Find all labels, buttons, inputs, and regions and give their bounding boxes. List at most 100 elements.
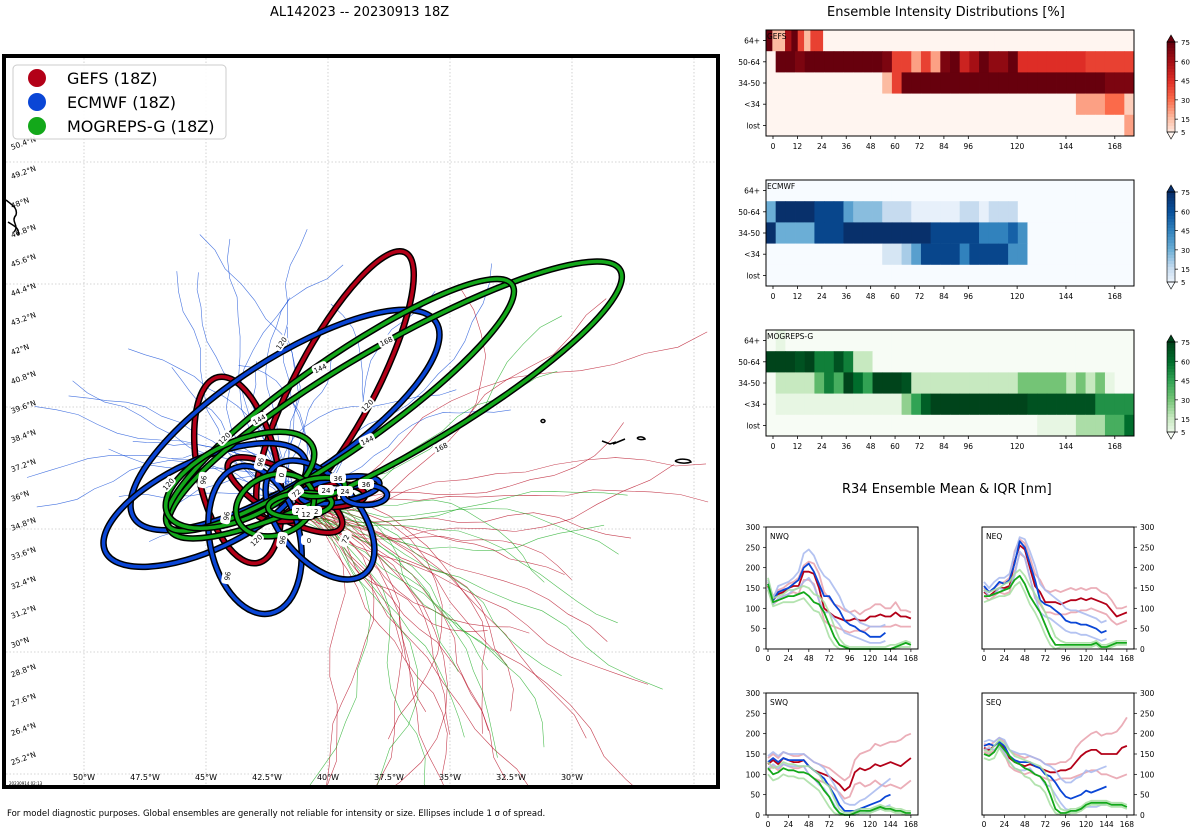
r34-quadrant-label: SEQ (986, 698, 1001, 707)
x-tick-label: 72 (915, 292, 925, 301)
forecast-hour-tag-bg (250, 411, 268, 427)
heatmap-cell (1056, 222, 1067, 244)
heatmap-cell (843, 393, 854, 416)
heatmap-cell (1104, 201, 1116, 223)
heatmap-cell (979, 243, 990, 266)
heatmap-cell (1027, 330, 1038, 352)
forecast-hour-label: 12 (302, 511, 311, 519)
colorbar-tick-label: 60 (1181, 58, 1190, 66)
heatmap-cell (824, 93, 835, 116)
colorbar-tick-label: 75 (1181, 189, 1190, 197)
heatmap-cell (1037, 93, 1048, 116)
ensemble-track (294, 502, 545, 748)
heatmap-cell (891, 180, 902, 202)
y-tick-label: 250 (1140, 543, 1155, 552)
colorbar-swatch (1167, 240, 1175, 244)
row-label: lost (746, 421, 760, 430)
ensemble-track (309, 515, 371, 785)
heatmap-cell (843, 372, 854, 394)
heatmap-cell (1027, 201, 1038, 223)
forecast-hour-tag: 96 (221, 567, 233, 585)
x-tick-label: 144 (1059, 142, 1074, 151)
row-label: 34-50 (738, 229, 760, 238)
heatmap-cell (1046, 222, 1057, 244)
heatmap-cell (1066, 330, 1077, 352)
heatmap-cell (1008, 222, 1019, 244)
heatmap-cell (853, 180, 864, 202)
heatmap-cell (853, 114, 864, 137)
heatmap-cell (998, 351, 1009, 373)
heatmap-cell (979, 180, 990, 202)
heatmap-cell (843, 414, 854, 437)
heatmap-cell (775, 243, 786, 266)
colorbar-swatch (1167, 381, 1175, 385)
heatmap-cell (959, 330, 970, 352)
heatmap-cell (833, 243, 844, 266)
heatmap-cell (1046, 201, 1057, 223)
y-tick-label: 100 (1140, 604, 1155, 613)
x-tick-label: 168 (1108, 292, 1123, 301)
heatmap-cell (1066, 51, 1077, 73)
colorbar-swatch (1167, 63, 1175, 67)
forecast-hour-label: 72 (340, 534, 351, 545)
heatmap-cell (824, 393, 835, 416)
heatmap-cell (969, 51, 980, 73)
heatmap-cell (911, 72, 922, 94)
colorbar-swatch (1167, 279, 1175, 283)
heatmap-cell (1037, 222, 1048, 244)
row-label: <34 (744, 250, 760, 259)
heatmap-cell (872, 93, 883, 116)
forecast-hour-tag-bg (432, 440, 450, 454)
legend-marker-gefs (28, 69, 46, 87)
x-tick-label: 168 (1120, 820, 1135, 829)
x-tick-label: 120 (863, 654, 878, 663)
colorbar-swatch (1167, 414, 1175, 418)
colorbar-cap-bottom (1166, 131, 1176, 140)
forecast-hour-label: 72 (291, 488, 303, 500)
heatmap-cell (959, 180, 970, 202)
heatmap-cell (1017, 51, 1028, 73)
x-tick-label: 84 (939, 442, 949, 451)
heatmap-cell (979, 93, 990, 116)
heatmap-cell (969, 264, 980, 287)
heatmap-cell (824, 351, 835, 373)
forecast-hour-tag-bg (377, 334, 395, 348)
heatmap-cell (891, 201, 902, 223)
heatmap-cell (1104, 180, 1116, 202)
heatmap-cell (930, 93, 941, 116)
x-tick-label: 24 (817, 292, 827, 301)
colorbar-swatch (1167, 261, 1175, 265)
intensity-title: Ensemble Intensity Distributions [%] (827, 5, 1065, 20)
colorbar-swatch (1167, 66, 1175, 70)
heatmap-cell (969, 372, 980, 394)
heatmap-cell (998, 330, 1009, 352)
x-tick-label: 168 (1108, 142, 1123, 151)
heatmap-cell (1075, 72, 1086, 94)
heatmap-cell (1017, 372, 1028, 394)
colorbar-swatch (1167, 252, 1175, 256)
heatmap-cell (1075, 351, 1086, 373)
x-tick-label: 24 (817, 142, 827, 151)
iqr-lower-line (983, 747, 1128, 816)
heatmap-cell (1127, 30, 1135, 52)
heatmap-cell (772, 30, 780, 52)
heatmap-panel-label: GEFS (767, 32, 787, 41)
heatmap-cell (1095, 114, 1106, 137)
colorbar-swatch (1167, 60, 1175, 64)
heatmap-cell (918, 30, 926, 52)
heatmap-cell (891, 330, 902, 352)
colorbar-swatch (1167, 360, 1175, 364)
heatmap-cell (814, 114, 825, 137)
heatmap-cell (1124, 114, 1135, 137)
heatmap-cell (785, 72, 796, 94)
heatmap-cell (853, 222, 864, 244)
heatmap-cell (872, 180, 883, 202)
heatmap-cell (1027, 243, 1038, 266)
heatmap-cell (814, 180, 825, 202)
heatmap-cell (867, 30, 875, 52)
y-tick-label: 150 (746, 584, 761, 593)
colorbar-tick-label: 5 (1181, 429, 1185, 437)
heatmap-cell (911, 114, 922, 137)
heatmap-cell (1037, 330, 1048, 352)
